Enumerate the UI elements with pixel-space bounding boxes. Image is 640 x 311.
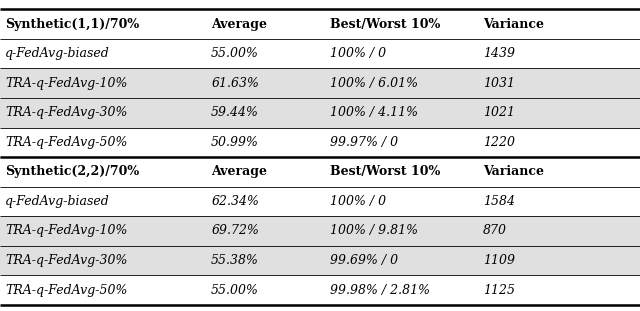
Text: 100% / 9.81%: 100% / 9.81% [330, 225, 418, 237]
Bar [0, 128, 640, 157]
Text: TRA-q-FedAvg-10%: TRA-q-FedAvg-10% [5, 77, 127, 90]
Text: Synthetic(1,1)/70%: Synthetic(1,1)/70% [5, 18, 140, 30]
Text: 1584: 1584 [483, 195, 515, 208]
Bar [0, 9, 640, 39]
Text: 55.38%: 55.38% [211, 254, 259, 267]
Text: Variance: Variance [483, 18, 544, 30]
Text: Variance: Variance [483, 165, 544, 178]
Text: Average: Average [211, 18, 268, 30]
Bar [0, 275, 640, 305]
Text: 100% / 0: 100% / 0 [330, 47, 386, 60]
Text: Best/Worst 10%: Best/Worst 10% [330, 18, 440, 30]
Text: 1031: 1031 [483, 77, 515, 90]
Text: 1021: 1021 [483, 106, 515, 119]
Text: TRA-q-FedAvg-30%: TRA-q-FedAvg-30% [5, 106, 127, 119]
Text: 1109: 1109 [483, 254, 515, 267]
Text: 1439: 1439 [483, 47, 515, 60]
Text: Best/Worst 10%: Best/Worst 10% [330, 165, 440, 178]
Text: 100% / 6.01%: 100% / 6.01% [330, 77, 418, 90]
Text: Synthetic(2,2)/70%: Synthetic(2,2)/70% [5, 165, 140, 178]
Text: Average: Average [211, 165, 268, 178]
Text: 99.69% / 0: 99.69% / 0 [330, 254, 397, 267]
Bar [0, 246, 640, 275]
Text: 59.44%: 59.44% [211, 106, 259, 119]
Text: TRA-q-FedAvg-10%: TRA-q-FedAvg-10% [5, 225, 127, 237]
Text: 55.00%: 55.00% [211, 47, 259, 60]
Text: 69.72%: 69.72% [211, 225, 259, 237]
Text: 62.34%: 62.34% [211, 195, 259, 208]
Text: TRA-q-FedAvg-30%: TRA-q-FedAvg-30% [5, 254, 127, 267]
Text: 870: 870 [483, 225, 507, 237]
Text: q-FedAvg-biased: q-FedAvg-biased [5, 195, 110, 208]
Text: TRA-q-FedAvg-50%: TRA-q-FedAvg-50% [5, 136, 127, 149]
Text: 1220: 1220 [483, 136, 515, 149]
Text: 1125: 1125 [483, 284, 515, 296]
Bar [0, 187, 640, 216]
Bar [0, 98, 640, 128]
Text: 99.97% / 0: 99.97% / 0 [330, 136, 397, 149]
Text: 100% / 0: 100% / 0 [330, 195, 386, 208]
Text: q-FedAvg-biased: q-FedAvg-biased [5, 47, 110, 60]
Bar [0, 216, 640, 246]
Text: 55.00%: 55.00% [211, 284, 259, 296]
Bar [0, 157, 640, 187]
Bar [0, 39, 640, 68]
Text: TRA-q-FedAvg-50%: TRA-q-FedAvg-50% [5, 284, 127, 296]
Bar [0, 68, 640, 98]
Text: 100% / 4.11%: 100% / 4.11% [330, 106, 418, 119]
Text: 99.98% / 2.81%: 99.98% / 2.81% [330, 284, 429, 296]
Text: 61.63%: 61.63% [211, 77, 259, 90]
Text: 50.99%: 50.99% [211, 136, 259, 149]
